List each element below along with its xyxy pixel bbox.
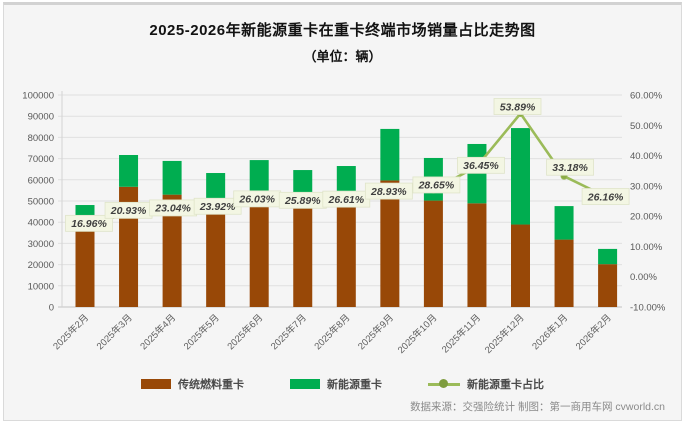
- bar-traditional: [598, 264, 618, 307]
- right-axis-tick: -10.00%: [630, 303, 666, 314]
- chart-title-line1: 2025-2026年新能源重卡在重卡终端市场销量占比走势图: [149, 22, 536, 39]
- x-axis-label: 2025年4月: [138, 312, 179, 353]
- left-axis-tick: 0: [49, 303, 54, 314]
- x-axis-label: 2025年11月: [439, 312, 483, 356]
- combo-chart-canvas: 0 10000 20000 30000 40000 50000 60000 70000 8000…: [22, 91, 666, 356]
- right-axis-tick: 50.00%: [630, 121, 663, 132]
- legend-item-traditional: 传统燃料重卡: [141, 376, 244, 392]
- left-axis-tick: 100000: [22, 91, 54, 102]
- bar-nev: [162, 160, 182, 195]
- bar-nev: [206, 173, 226, 206]
- share-data-label: 26.61%: [327, 194, 364, 206]
- legend-label-traditional: 传统燃料重卡: [178, 379, 244, 391]
- bar-traditional: [511, 224, 530, 307]
- bar-nev: [511, 128, 530, 225]
- nev-bar-swatch-icon: [290, 379, 320, 389]
- right-axis-tick: 60.00%: [630, 91, 663, 102]
- bar-traditional: [467, 203, 487, 307]
- right-axis-tick: 30.00%: [630, 181, 663, 192]
- x-axis-label: 2026年2月: [573, 312, 614, 353]
- legend-item-share-line: 新能源重卡占比: [428, 376, 544, 392]
- share-data-label: 23.04%: [154, 203, 191, 215]
- bar-nev: [249, 160, 269, 199]
- bar-nev: [598, 248, 618, 265]
- bar-nev: [380, 128, 400, 181]
- share-line-swatch-icon: [428, 379, 460, 389]
- x-axis-label: 2025年12月: [482, 312, 526, 356]
- legend-label-nev: 新能源重卡: [327, 379, 382, 391]
- left-axis-tick: 80000: [28, 133, 54, 144]
- bar-traditional: [380, 180, 400, 307]
- share-data-label: 20.93%: [110, 205, 147, 217]
- share-data-label-box: [546, 158, 594, 176]
- x-axis-label: 2025年6月: [225, 312, 266, 353]
- x-axis-label: 2025年7月: [268, 312, 309, 353]
- share-data-label: 28.93%: [370, 186, 407, 198]
- bar-traditional: [75, 222, 95, 307]
- bar-traditional: [554, 239, 574, 307]
- share-data-label-box: [364, 182, 413, 200]
- bar-traditional: [206, 205, 226, 307]
- left-axis-tick: 20000: [28, 260, 54, 271]
- left-axis-tick: 90000: [28, 112, 54, 123]
- share-data-label-box: [493, 98, 542, 115]
- share-data-label-box: [412, 176, 461, 194]
- right-axis-tick: 20.00%: [630, 212, 663, 223]
- legend-item-nev: 新能源重卡: [290, 376, 382, 392]
- x-axis-label: 2025年5月: [181, 312, 222, 353]
- share-data-label: 26.16%: [587, 191, 624, 203]
- share-data-label: 25.89%: [284, 195, 321, 207]
- left-axis-tick: 70000: [28, 154, 54, 165]
- chart-legend: 传统燃料重卡 新能源重卡 新能源重卡占比: [4, 376, 681, 392]
- right-axis-tick: 10.00%: [630, 242, 663, 253]
- share-data-label-box: [581, 188, 630, 205]
- share-data-label: 16.96%: [71, 218, 107, 230]
- share-data-label: 33.18%: [552, 162, 588, 174]
- share-data-label: 23.92%: [199, 201, 236, 213]
- right-axis-tick: 0.00%: [630, 272, 657, 283]
- share-data-label: 28.65%: [418, 180, 455, 192]
- left-axis-tick: 30000: [28, 239, 54, 250]
- chart-title: 2025-2026年新能源重卡在重卡终端市场销量占比走势图 （单位：辆）: [4, 19, 681, 65]
- chart-panel: 2025-2026年新能源重卡在重卡终端市场销量占比走势图 （单位：辆） 0 10…: [3, 2, 682, 421]
- bar-traditional: [162, 194, 182, 307]
- bar-traditional: [336, 203, 356, 307]
- x-axis-label: 2025年8月: [312, 312, 353, 353]
- legend-label-share: 新能源重卡占比: [467, 379, 544, 391]
- traditional-bar-swatch-icon: [141, 379, 171, 389]
- bar-traditional: [293, 205, 313, 307]
- left-axis-tick: 40000: [28, 218, 54, 229]
- x-axis-label: 2025年9月: [355, 312, 396, 353]
- right-axis-tick: 40.00%: [630, 151, 663, 162]
- share-data-label-box: [65, 214, 113, 232]
- bar-nev: [119, 154, 139, 187]
- data-source-note: 数据来源：交强险统计 制图：第一商用车网 cvworld.cn: [410, 401, 665, 413]
- chart-title-unit: （单位：辆）: [303, 49, 382, 64]
- share-data-label: 36.45%: [463, 160, 499, 172]
- bar-traditional: [249, 198, 269, 307]
- x-axis-label: 2026年1月: [530, 312, 571, 353]
- x-axis-label: 2025年10月: [395, 312, 439, 356]
- left-axis-tick: 50000: [28, 197, 54, 208]
- x-axis-label: 2025年3月: [94, 312, 135, 353]
- left-axis-tick: 60000: [28, 175, 54, 186]
- share-data-label: 53.89%: [500, 101, 536, 113]
- bar-traditional: [423, 200, 443, 307]
- bar-nev: [554, 206, 574, 240]
- left-axis-tick: 10000: [28, 281, 54, 292]
- share-data-label-box: [457, 156, 505, 174]
- x-axis-label: 2025年2月: [51, 312, 92, 353]
- share-data-label: 26.03%: [238, 194, 275, 206]
